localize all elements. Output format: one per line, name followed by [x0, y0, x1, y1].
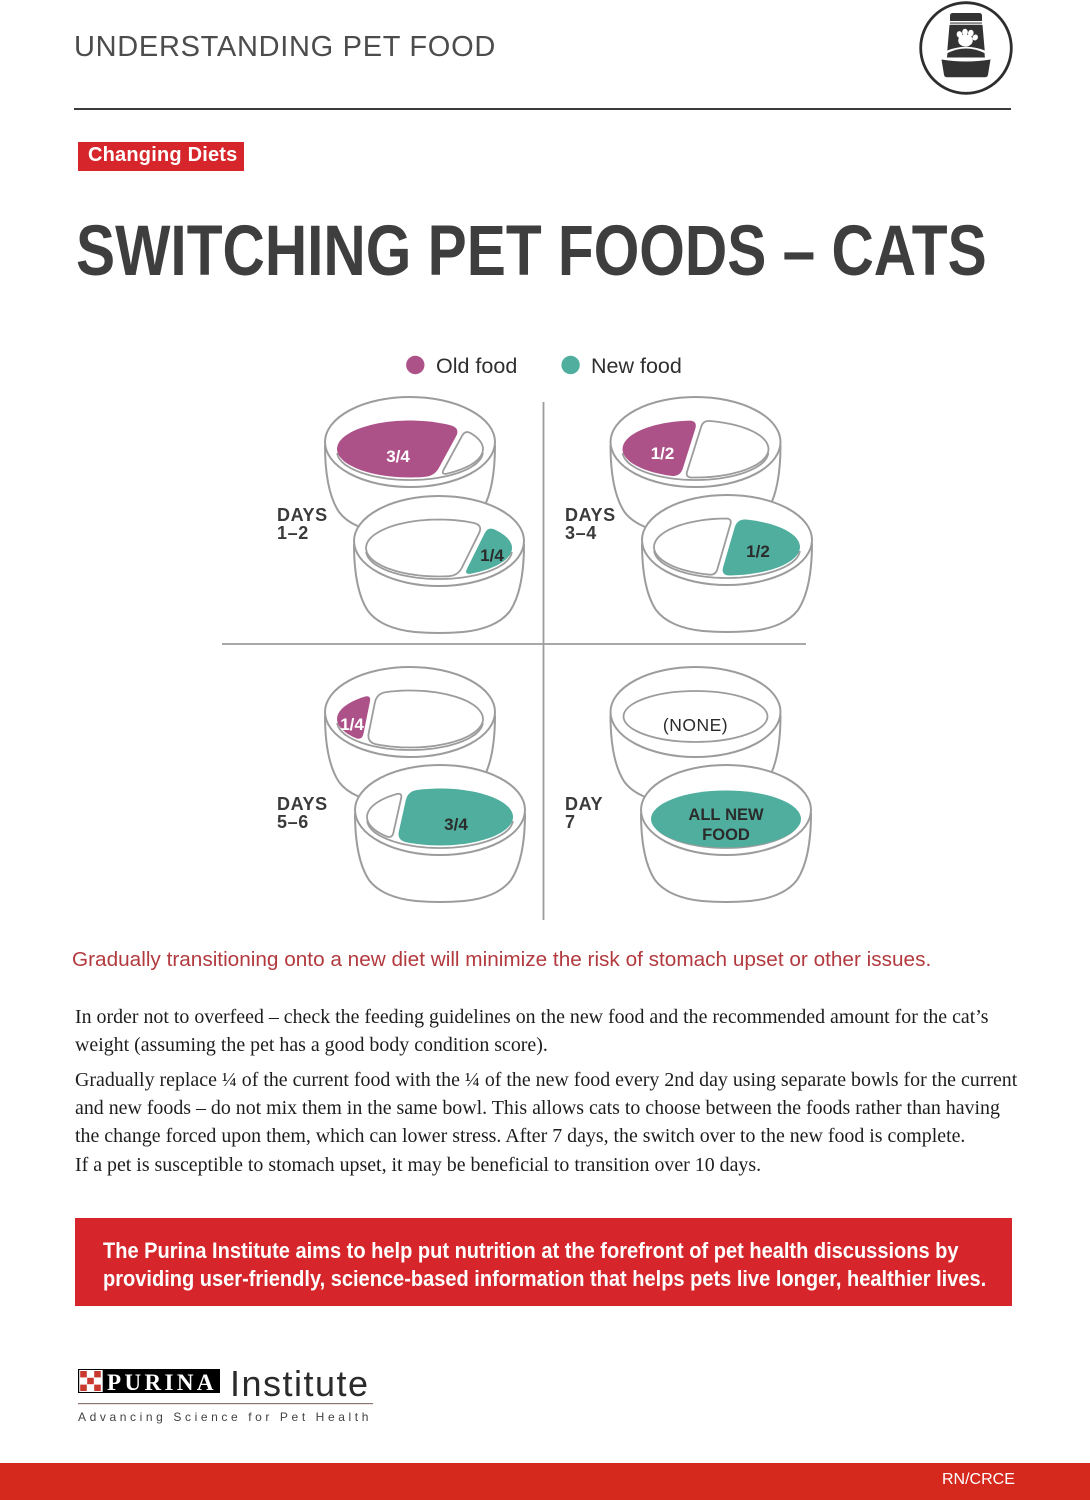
svg-text:1–2: 1–2: [277, 523, 309, 543]
svg-text:1/2: 1/2: [651, 444, 675, 463]
svg-text:DAYS: DAYS: [565, 505, 616, 525]
svg-text:1/4: 1/4: [480, 546, 504, 565]
svg-text:New food: New food: [591, 354, 682, 378]
svg-text:Advancing Science for Pet Heal: Advancing Science for Pet Health: [78, 1410, 372, 1424]
svg-text:5–6: 5–6: [277, 812, 309, 832]
svg-text:Old food: Old food: [436, 354, 517, 378]
svg-text:1/2: 1/2: [746, 542, 770, 561]
svg-text:3/4: 3/4: [444, 815, 468, 834]
svg-text:1/4: 1/4: [340, 715, 364, 734]
svg-text:3/4: 3/4: [386, 447, 410, 466]
svg-text:ALL NEW: ALL NEW: [688, 806, 764, 824]
svg-text:3–4: 3–4: [565, 523, 597, 543]
svg-text:PURINA: PURINA: [107, 1370, 217, 1395]
svg-text:DAYS: DAYS: [277, 794, 328, 814]
svg-text:DAY: DAY: [565, 794, 603, 814]
svg-text:7: 7: [565, 812, 576, 832]
svg-text:(NONE): (NONE): [663, 715, 728, 735]
svg-text:Institute: Institute: [230, 1364, 370, 1404]
svg-text:FOOD: FOOD: [702, 826, 750, 844]
svg-text:DAYS: DAYS: [277, 505, 328, 525]
